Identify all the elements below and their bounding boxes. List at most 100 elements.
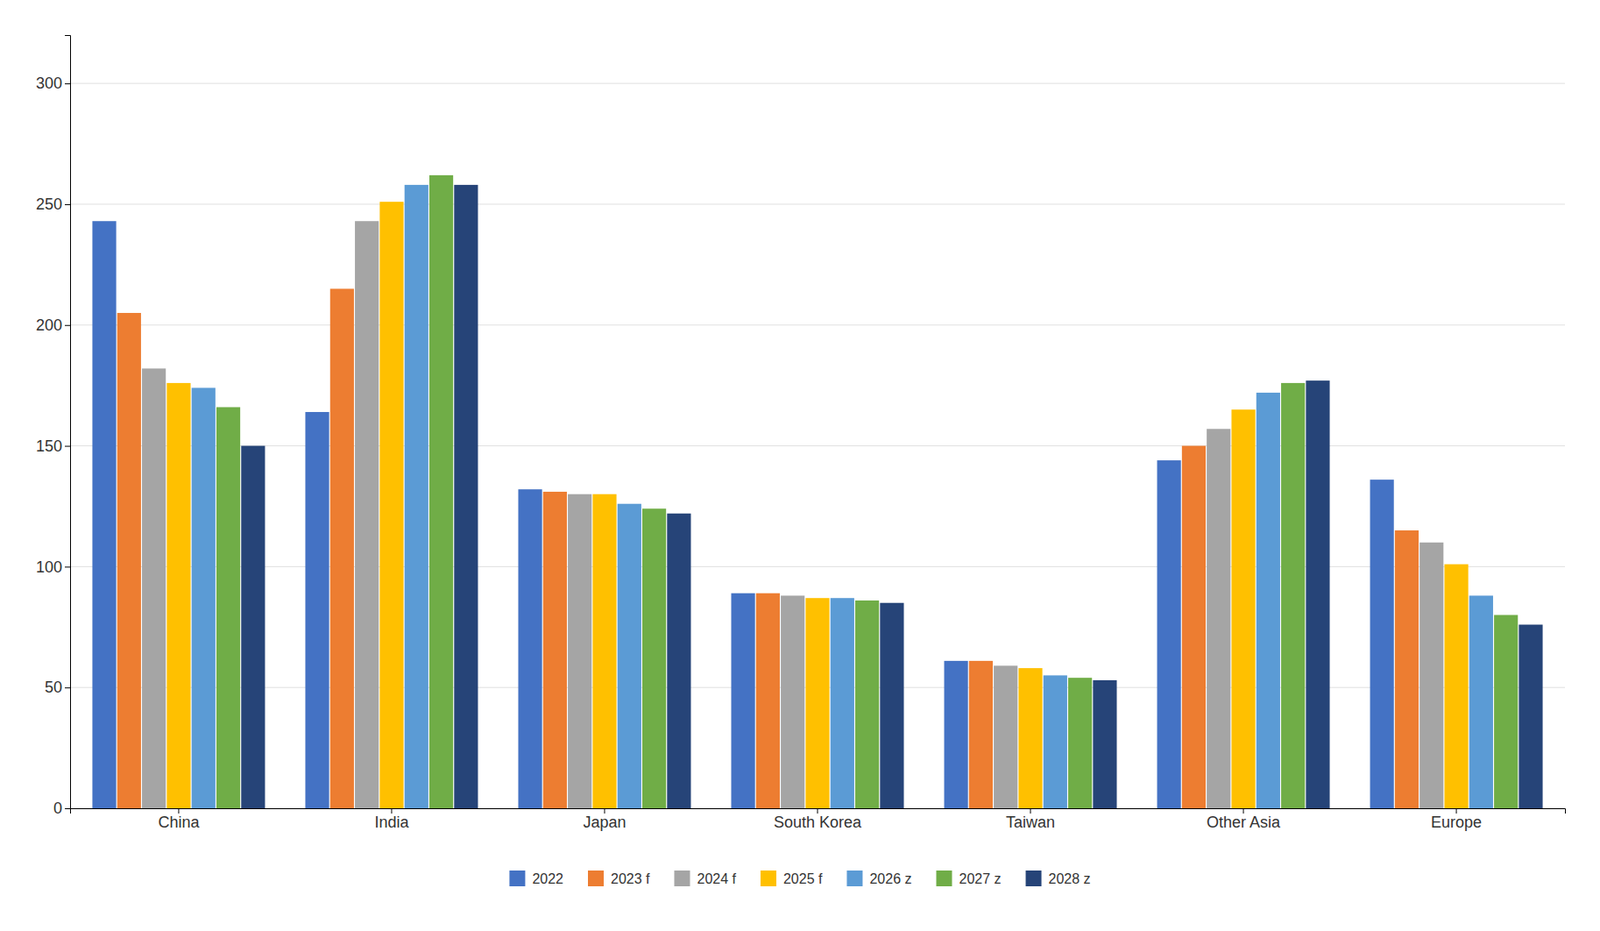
- bar: [666, 513, 691, 808]
- y-tick-label: 150: [35, 437, 63, 455]
- bar: [166, 382, 191, 808]
- legend-item: 2024 f: [673, 870, 737, 886]
- legend-swatch: [509, 870, 525, 886]
- y-tick-label: 100: [35, 558, 63, 576]
- y-tick: 100: [35, 558, 71, 576]
- y-tick-mark: [64, 446, 71, 447]
- legend-item: 2022: [509, 870, 564, 886]
- bar: [617, 503, 642, 808]
- y-tick-label: 200: [35, 316, 63, 334]
- bar: [1043, 674, 1068, 808]
- bar: [543, 491, 567, 808]
- legend-swatch: [1026, 870, 1042, 886]
- legend-swatch: [673, 870, 690, 886]
- bars: [92, 175, 1543, 808]
- y-tick-label: 300: [35, 74, 63, 93]
- bar: [1092, 679, 1117, 808]
- bar-series: [117, 288, 1419, 808]
- bar: [304, 411, 329, 808]
- bar: [1493, 615, 1518, 809]
- y-tick-mark: [64, 686, 71, 688]
- y-axis-line: [64, 35, 71, 809]
- grid-line: [70, 203, 1565, 205]
- bar: [330, 288, 354, 808]
- bar: [642, 508, 666, 808]
- bar-series: [166, 201, 1468, 808]
- x-tick: Taiwan: [1005, 807, 1055, 831]
- bar: [1305, 380, 1330, 808]
- x-axis: China India Japan South Korea Taiwan Other As…: [70, 807, 1566, 831]
- y-tick-mark: [64, 807, 71, 809]
- plot: China India Japan South Korea Taiwan Other As…: [35, 35, 1566, 831]
- bar: [240, 446, 265, 808]
- bar: [1206, 428, 1231, 808]
- legend-swatch: [846, 870, 863, 886]
- bar: [517, 488, 542, 808]
- y-tick-mark: [64, 83, 71, 85]
- legend-item: 2025 f: [760, 870, 823, 886]
- bar: [830, 597, 855, 808]
- y-tick: 0: [53, 799, 71, 817]
- bar: [453, 184, 478, 808]
- bar: [1281, 382, 1305, 808]
- legend-item: 2027 z: [936, 870, 1002, 886]
- y-axis: 0 50 100 150 200 250 300: [35, 35, 71, 818]
- bar: [993, 665, 1018, 808]
- x-tick: South Korea: [773, 807, 863, 831]
- y-tick-label: 0: [53, 799, 63, 817]
- grid-line: [70, 324, 1565, 326]
- x-tick: India: [374, 807, 410, 831]
- y-tick-mark: [64, 204, 71, 206]
- bar: [404, 184, 429, 808]
- bar: [756, 593, 780, 808]
- bar: [1256, 392, 1281, 808]
- x-tick: Europe: [1430, 807, 1482, 831]
- x-tick-label: Other Asia: [1206, 813, 1282, 831]
- grid: [70, 83, 1565, 808]
- bar: [117, 312, 142, 808]
- bar: [1018, 667, 1042, 808]
- bar: [1444, 564, 1468, 808]
- legend-label: 2025 f: [783, 870, 823, 886]
- bar: [855, 600, 879, 808]
- bar: [1068, 677, 1092, 808]
- bar: [944, 660, 969, 808]
- bar-series: [240, 184, 1543, 808]
- y-tick: 150: [35, 437, 71, 455]
- legend-item: 2026 z: [846, 870, 912, 886]
- bar: [1157, 460, 1182, 808]
- x-tick-label: South Korea: [773, 813, 863, 831]
- y-tick-label: 250: [35, 195, 63, 213]
- legend-label: 2022: [531, 870, 564, 886]
- bar: [92, 220, 116, 808]
- legend-label: 2023 f: [610, 870, 651, 886]
- bar: [1419, 542, 1444, 808]
- bar: [805, 597, 829, 808]
- x-tick: Japan: [582, 807, 626, 831]
- bar: [191, 387, 216, 808]
- bar: [429, 175, 454, 808]
- legend-label: 2024 f: [696, 870, 737, 886]
- grid-line: [70, 566, 1565, 567]
- y-tick: 50: [44, 678, 71, 696]
- bar: [216, 406, 241, 808]
- x-tick-label: China: [157, 813, 200, 831]
- bar: [592, 494, 616, 808]
- y-tick-mark: [64, 325, 71, 326]
- bar: [354, 220, 379, 808]
- y-tick: 250: [35, 195, 71, 213]
- bar: [1469, 594, 1494, 808]
- legend: 20222023 f2024 f2025 f2026 z2027 z2028 z: [509, 870, 1091, 886]
- y-tick-mark: [64, 566, 71, 567]
- bar-series: [92, 220, 1394, 808]
- y-tick: 300: [35, 74, 71, 93]
- bar: [1370, 479, 1395, 808]
- bar: [780, 594, 805, 808]
- x-tick: Other Asia: [1206, 807, 1282, 831]
- bar: [969, 660, 993, 808]
- x-tick-label: Europe: [1430, 813, 1482, 831]
- legend-swatch: [936, 870, 953, 886]
- legend-swatch: [760, 870, 777, 886]
- bar: [379, 201, 404, 808]
- bar: [730, 593, 755, 808]
